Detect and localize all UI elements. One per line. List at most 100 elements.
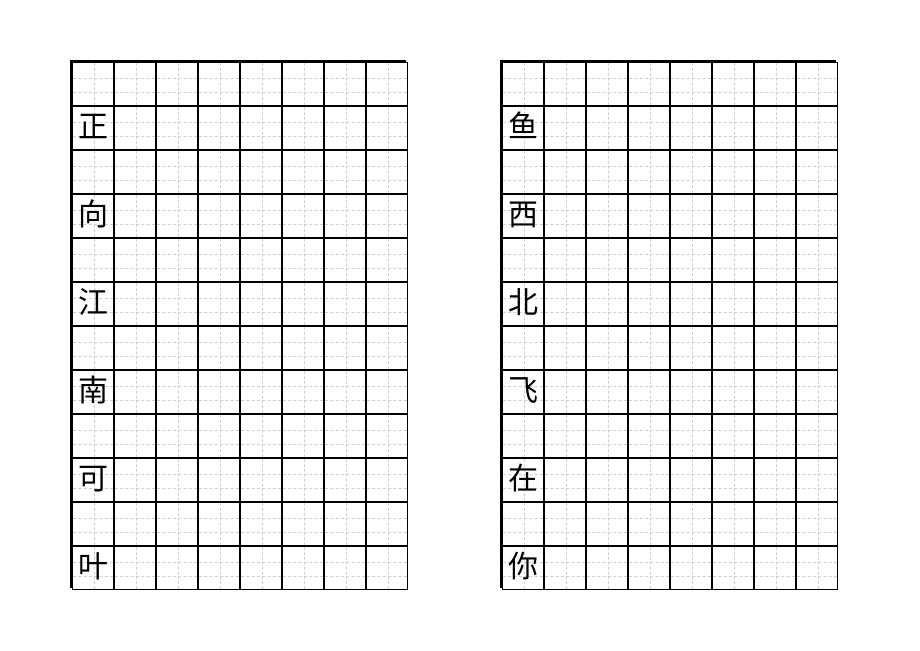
guide-line — [587, 488, 627, 489]
grid-cell — [796, 326, 838, 370]
guide-line — [734, 547, 735, 589]
practice-character: 江 — [73, 283, 113, 325]
guide-line — [115, 474, 155, 475]
grid-cell — [670, 106, 712, 150]
guide-line — [797, 92, 837, 93]
guide-line — [818, 151, 819, 193]
grid-cell — [628, 194, 670, 238]
left-practice-grid: 正向江南可叶 — [70, 60, 406, 588]
guide-line — [587, 180, 627, 181]
guide-line — [157, 444, 197, 445]
grid-cell — [240, 546, 282, 590]
guide-line — [692, 371, 693, 413]
guide-line — [650, 547, 651, 589]
grid-cell — [366, 282, 408, 326]
grid-cell — [712, 326, 754, 370]
grid-cell — [114, 106, 156, 150]
guide-line — [157, 576, 197, 577]
guide-line — [650, 503, 651, 545]
guide-line — [157, 532, 197, 533]
guide-line — [178, 459, 179, 501]
guide-line — [755, 444, 795, 445]
grid-cell — [282, 414, 324, 458]
guide-line — [629, 356, 669, 357]
guide-line — [503, 518, 543, 519]
practice-character: 向 — [73, 195, 113, 237]
guide-line — [367, 298, 407, 299]
guide-line — [283, 78, 323, 79]
guide-line — [755, 312, 795, 313]
guide-line — [220, 459, 221, 501]
guide-line — [545, 518, 585, 519]
guide-line — [115, 342, 155, 343]
guide-line — [545, 180, 585, 181]
guide-line — [157, 474, 197, 475]
guide-line — [503, 444, 543, 445]
guide-line — [115, 488, 155, 489]
grid-cell — [156, 62, 198, 106]
grid-cell — [282, 150, 324, 194]
grid-cell — [240, 282, 282, 326]
guide-line — [629, 518, 669, 519]
guide-line — [713, 562, 753, 563]
guide-line — [367, 430, 407, 431]
grid-cell — [366, 150, 408, 194]
guide-line — [325, 444, 365, 445]
guide-line — [776, 459, 777, 501]
guide-line — [178, 371, 179, 413]
guide-line — [797, 356, 837, 357]
grid-cell — [324, 370, 366, 414]
grid-cell — [114, 414, 156, 458]
grid-cell — [754, 62, 796, 106]
guide-line — [94, 503, 95, 545]
guide-line — [241, 386, 281, 387]
guide-line — [199, 532, 239, 533]
guide-line — [755, 400, 795, 401]
grid-cell — [544, 282, 586, 326]
grid-cell — [586, 546, 628, 590]
guide-line — [797, 430, 837, 431]
guide-line — [178, 327, 179, 369]
grid-cell — [712, 458, 754, 502]
guide-line — [157, 268, 197, 269]
guide-line — [115, 210, 155, 211]
guide-line — [199, 386, 239, 387]
guide-line — [325, 356, 365, 357]
guide-line — [608, 107, 609, 149]
guide-line — [713, 444, 753, 445]
guide-line — [818, 503, 819, 545]
grid-cell — [754, 414, 796, 458]
guide-line — [671, 210, 711, 211]
guide-line — [734, 195, 735, 237]
guide-line — [346, 107, 347, 149]
guide-line — [671, 386, 711, 387]
guide-line — [283, 298, 323, 299]
guide-line — [797, 298, 837, 299]
guide-line — [692, 107, 693, 149]
guide-line — [388, 239, 389, 281]
guide-line — [797, 166, 837, 167]
guide-line — [136, 195, 137, 237]
guide-line — [629, 576, 669, 577]
guide-line — [241, 430, 281, 431]
guide-line — [73, 268, 113, 269]
guide-line — [587, 386, 627, 387]
grid-cell — [282, 194, 324, 238]
guide-line — [650, 239, 651, 281]
grid-cell — [670, 458, 712, 502]
guide-line — [629, 268, 669, 269]
guide-line — [199, 92, 239, 93]
guide-line — [650, 151, 651, 193]
guide-line — [671, 488, 711, 489]
guide-line — [304, 239, 305, 281]
guide-line — [136, 459, 137, 501]
guide-line — [115, 312, 155, 313]
guide-line — [818, 239, 819, 281]
guide-line — [755, 430, 795, 431]
guide-line — [587, 268, 627, 269]
grid-cell — [628, 62, 670, 106]
guide-line — [713, 254, 753, 255]
grid-cell — [198, 238, 240, 282]
guide-line — [671, 224, 711, 225]
guide-line — [503, 268, 543, 269]
